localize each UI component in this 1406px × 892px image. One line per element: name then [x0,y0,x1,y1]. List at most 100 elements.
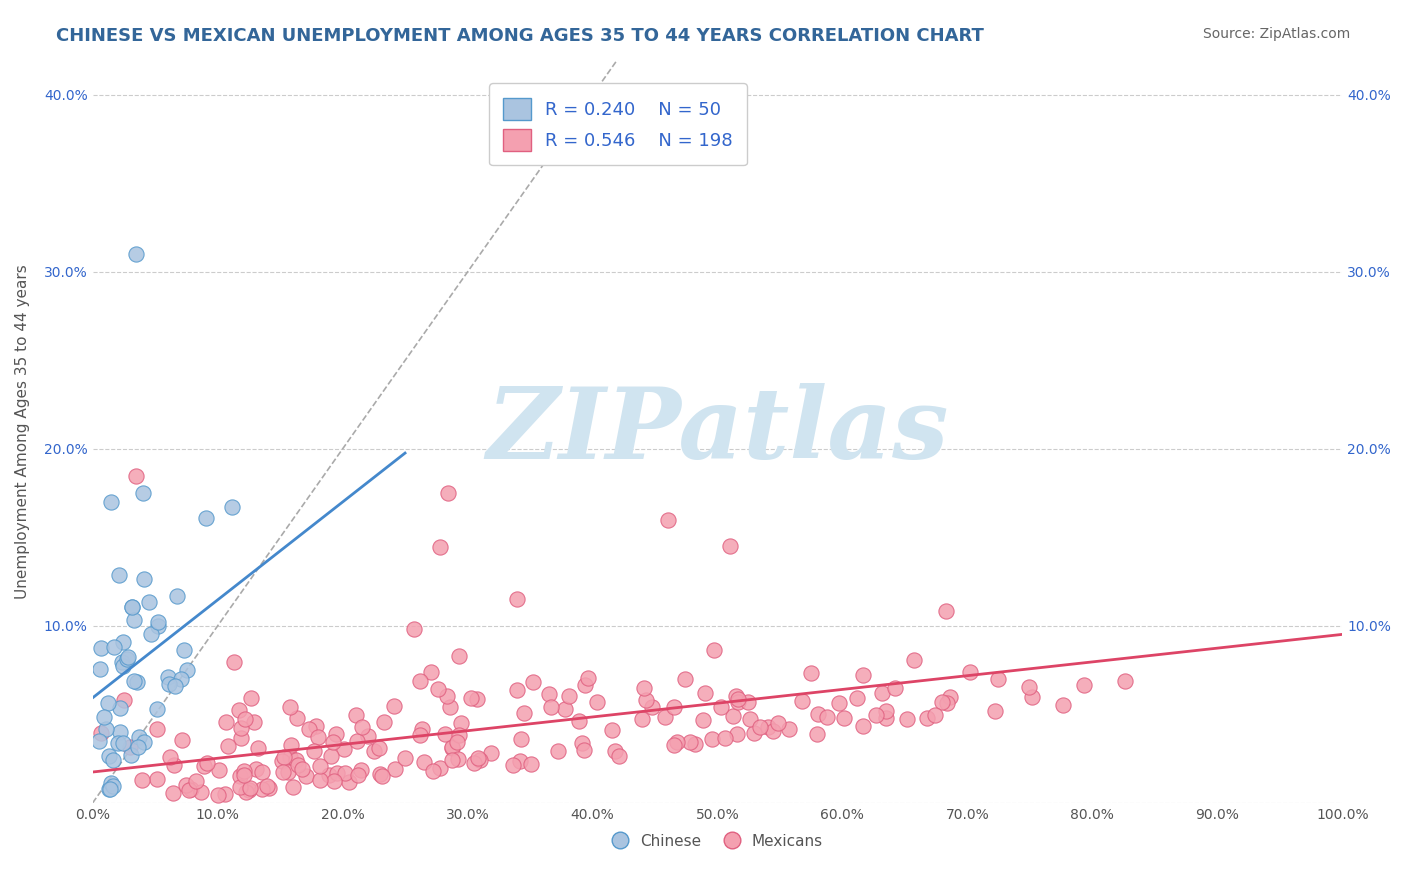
Point [238,782,260,797]
Point [214,787,236,801]
Point [419,665,441,680]
Point [108,567,131,582]
Point [924,708,946,723]
Point [298,722,321,736]
Point [186,774,208,789]
Point [179,783,201,797]
Point [441,739,464,754]
Point [710,700,733,714]
Point [602,723,624,737]
Point [97,696,120,710]
Point [166,589,188,603]
Legend: Chinese, Mexicans: Chinese, Mexicans [606,828,828,855]
Point [90,726,112,740]
Point [146,702,169,716]
Point [605,744,627,758]
Point [122,613,145,627]
Point [571,736,593,750]
Point [287,711,309,725]
Point [470,753,492,767]
Point [307,730,329,744]
Point [572,743,595,757]
Point [325,727,347,741]
Point [865,708,887,723]
Point [447,752,470,766]
Point [852,719,875,733]
Point [98,748,121,763]
Point [692,713,714,727]
Point [326,766,349,780]
Point [502,758,524,772]
Point [125,468,148,483]
Point [845,691,868,706]
Point [479,747,502,761]
Point [103,640,125,655]
Point [347,768,370,782]
Point [100,495,122,509]
Point [936,696,959,710]
Point [422,764,444,779]
Point [131,486,153,500]
Point [939,690,962,704]
Point [195,511,218,525]
Point [229,769,252,783]
Point [429,762,451,776]
Text: CHINESE VS MEXICAN UNEMPLOYMENT AMONG AGES 35 TO 44 YEARS CORRELATION CHART: CHINESE VS MEXICAN UNEMPLOYMENT AMONG AG… [56,27,984,45]
Point [247,741,270,756]
Point [790,694,813,708]
Point [87,733,110,747]
Point [159,750,181,764]
Point [90,640,112,655]
Point [195,756,218,771]
Point [242,714,264,729]
Point [740,712,762,726]
Y-axis label: Unemployment Among Ages 35 to 44 years: Unemployment Among Ages 35 to 44 years [15,264,30,599]
Point [896,712,918,726]
Point [557,689,579,703]
Point [540,700,562,714]
Point [725,726,748,740]
Point [725,690,748,704]
Point [127,739,149,754]
Point [229,721,252,735]
Point [654,710,676,724]
Point [506,591,529,606]
Point [685,737,707,751]
Point [322,735,344,749]
Point [721,709,744,723]
Point [176,663,198,677]
Point [640,699,662,714]
Point [207,788,229,802]
Point [404,622,426,636]
Point [363,744,385,758]
Point [173,643,195,657]
Point [633,681,655,695]
Point [749,720,772,734]
Point [463,756,485,771]
Point [547,744,569,758]
Point [367,741,389,756]
Point [233,764,256,778]
Point [239,780,262,795]
Point [714,731,737,745]
Point [437,486,460,500]
Point [277,764,299,779]
Point [512,706,534,720]
Point [509,754,531,768]
Point [568,714,591,728]
Point [506,682,529,697]
Point [373,714,395,729]
Point [309,759,332,773]
Point [111,659,134,673]
Point [727,695,749,709]
Point [1114,674,1136,689]
Point [409,673,432,688]
Point [576,672,599,686]
Point [305,719,328,733]
Point [662,738,685,752]
Point [742,726,765,740]
Point [703,642,725,657]
Point [465,691,488,706]
Point [287,757,309,772]
Point [806,726,828,740]
